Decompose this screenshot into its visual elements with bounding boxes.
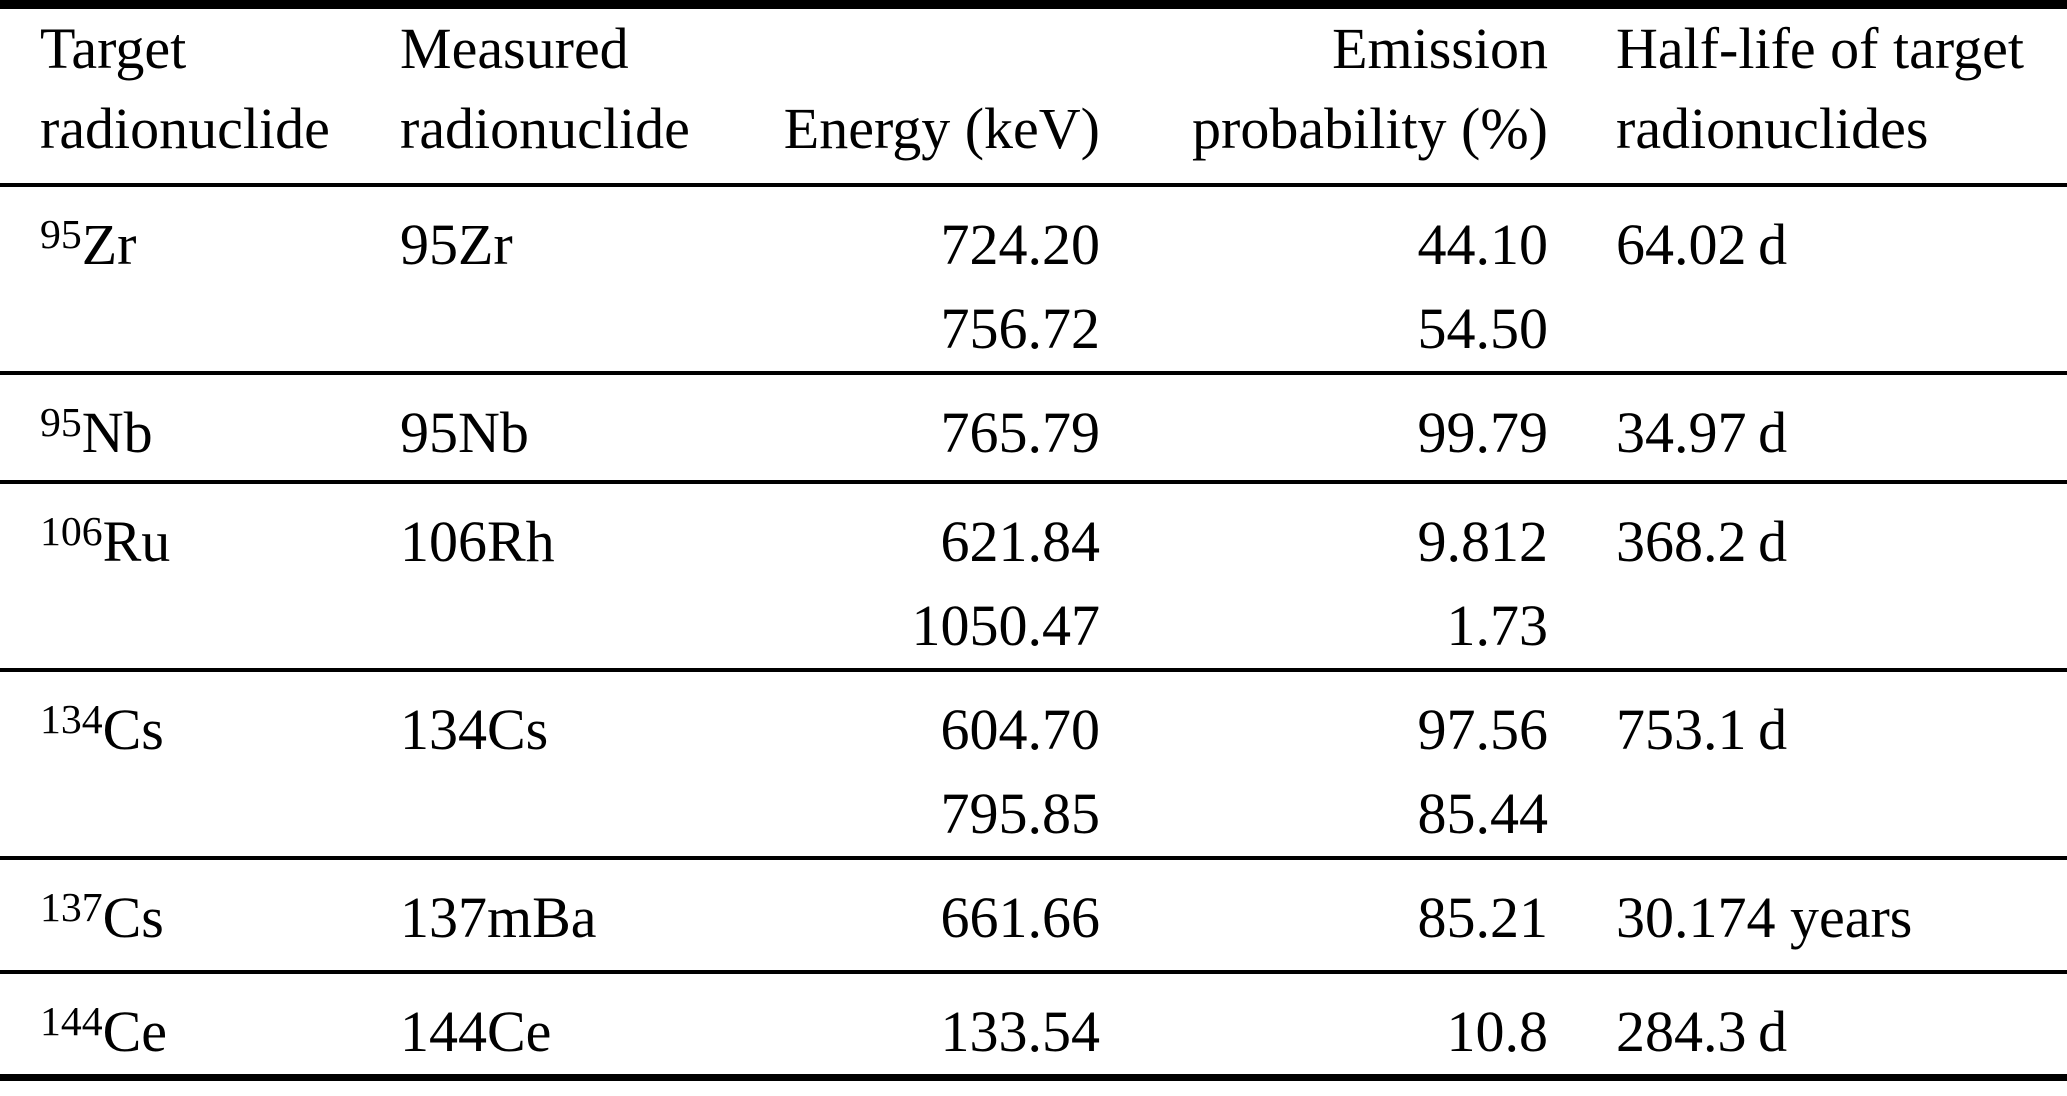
emission-probability-value: 44.10	[1417, 212, 1549, 277]
mass-number-superscript: 106	[40, 509, 103, 556]
element-symbol: Ru	[102, 509, 171, 574]
element-symbol: Cs	[102, 697, 164, 762]
energy-value: 661.66	[940, 885, 1101, 950]
emission-probability-value: 85.21	[1417, 885, 1549, 950]
energy-cell: 724.20 756.72	[730, 185, 1101, 375]
energy-cell: 661.66	[730, 858, 1101, 974]
emission-probability-value: 54.50	[1417, 296, 1549, 361]
table-header: Target radionuclide Measured radionuclid…	[0, 4, 2067, 187]
table-row: 137Cs 137mBa 661.66 85.21 30.174 years	[0, 858, 2067, 974]
table-row: 134Cs 134Cs 604.70 795.85 97.56 85.44 753.1 d	[0, 670, 2067, 860]
header-line: Energy (keV)	[783, 96, 1100, 161]
mass-number-superscript: 95	[40, 400, 82, 447]
energy-cell: 621.84 1050.47	[730, 482, 1101, 672]
mass-number-superscript: 144	[40, 999, 103, 1046]
measured-radionuclide-cell: 95Nb	[400, 373, 730, 484]
energy-value: 724.20	[940, 212, 1101, 277]
emission-probability-cell: 85.21	[1100, 858, 1549, 974]
table-row: 106Ru 106Rh 621.84 1050.47 9.812 1.73 368.2 d	[0, 482, 2067, 672]
header-line: probability (%)	[1192, 96, 1548, 161]
emission-probability-cell: 97.56 85.44	[1100, 670, 1549, 860]
emission-probability-value: 85.44	[1417, 781, 1549, 846]
target-radionuclide-cell: 95Nb	[0, 373, 400, 484]
table-row: 95Zr 95Zr 724.20 756.72 44.10 54.50 64.02 d	[0, 185, 2067, 375]
mass-number-superscript: 134	[40, 697, 103, 744]
half-life-cell: 284.3 d	[1616, 999, 1788, 1064]
header-energy: Energy (keV)	[730, 4, 1100, 187]
header-line: radionuclide	[400, 96, 690, 161]
target-radionuclide-cell: 95Zr	[0, 185, 400, 375]
emission-probability-cell: 99.79	[1100, 373, 1549, 484]
table-body: 95Zr 95Zr 724.20 756.72 44.10 54.50 64.02 d 95N…	[0, 185, 2067, 1078]
emission-probability-value: 10.8	[1446, 999, 1549, 1064]
measured-radionuclide-cell: 95Zr	[400, 185, 730, 375]
measured-radionuclide-cell: 106Rh	[400, 482, 730, 672]
energy-value: 1050.47	[911, 593, 1101, 658]
energy-value: 604.70	[940, 697, 1101, 762]
header-line: Half-life of target	[1616, 16, 2024, 81]
header-line: Emission	[1332, 16, 1548, 81]
emission-probability-value: 97.56	[1417, 697, 1549, 762]
energy-value: 795.85	[940, 781, 1101, 846]
header-line: Measured	[400, 16, 629, 81]
header-target-radionuclide: Target radionuclide	[0, 4, 400, 187]
target-radionuclide-cell: 134Cs	[0, 670, 400, 860]
energy-value: 756.72	[940, 296, 1101, 361]
element-symbol: Nb	[81, 400, 153, 465]
table-row: 95Nb 95Nb 765.79 99.79 34.97 d	[0, 373, 2067, 484]
half-life-cell: 30.174 years	[1548, 858, 2067, 974]
energy-cell: 765.79	[730, 373, 1101, 484]
mass-number-superscript: 95	[40, 212, 82, 259]
energy-cell: 133.54	[730, 972, 1101, 1078]
header-line: radionuclide	[40, 96, 330, 161]
element-symbol: Zr	[81, 212, 137, 277]
emission-probability-value: 9.812	[1417, 509, 1549, 574]
measured-radionuclide-cell: 144Ce	[400, 999, 552, 1064]
half-life-cell: 34.97 d	[1548, 373, 2067, 484]
header-measured-radionuclide: Measured radionuclide	[400, 4, 730, 187]
energy-value: 765.79	[940, 400, 1101, 465]
energy-cell: 604.70 795.85	[730, 670, 1101, 860]
emission-probability-cell: 44.10 54.50	[1100, 185, 1549, 375]
measured-radionuclide-cell: 134Cs	[400, 670, 730, 860]
header-half-life: Half-life of target radionuclides	[1548, 4, 2067, 187]
energy-value: 133.54	[940, 999, 1101, 1064]
header-line: Target	[40, 16, 187, 81]
half-life-cell: 753.1 d	[1548, 670, 2067, 860]
mass-number-superscript: 137	[40, 885, 103, 932]
table-row: 144Ce 144Ce 133.54 10.8 284.3 d	[0, 972, 2067, 1078]
measured-radionuclide-cell: 137mBa	[400, 858, 730, 974]
target-radionuclide-cell: 137Cs	[0, 858, 400, 974]
target-radionuclide-cell: 144Ce	[0, 972, 400, 1078]
emission-probability-cell: 10.8	[1100, 972, 1549, 1078]
target-radionuclide-cell: 106Ru	[0, 482, 400, 672]
energy-value: 621.84	[940, 509, 1101, 574]
header-row: Target radionuclide Measured radionuclid…	[0, 4, 2067, 187]
element-symbol: Cs	[102, 885, 164, 950]
emission-probability-cell: 9.812 1.73	[1100, 482, 1549, 672]
element-symbol: Ce	[102, 999, 168, 1064]
header-emission-probability: Emission probability (%)	[1100, 4, 1548, 187]
emission-probability-value: 1.73	[1446, 593, 1549, 658]
header-line: radionuclides	[1616, 96, 1929, 161]
half-life-cell: 64.02 d	[1548, 185, 2067, 375]
half-life-cell: 368.2 d	[1548, 482, 2067, 672]
emission-probability-value: 99.79	[1417, 400, 1549, 465]
